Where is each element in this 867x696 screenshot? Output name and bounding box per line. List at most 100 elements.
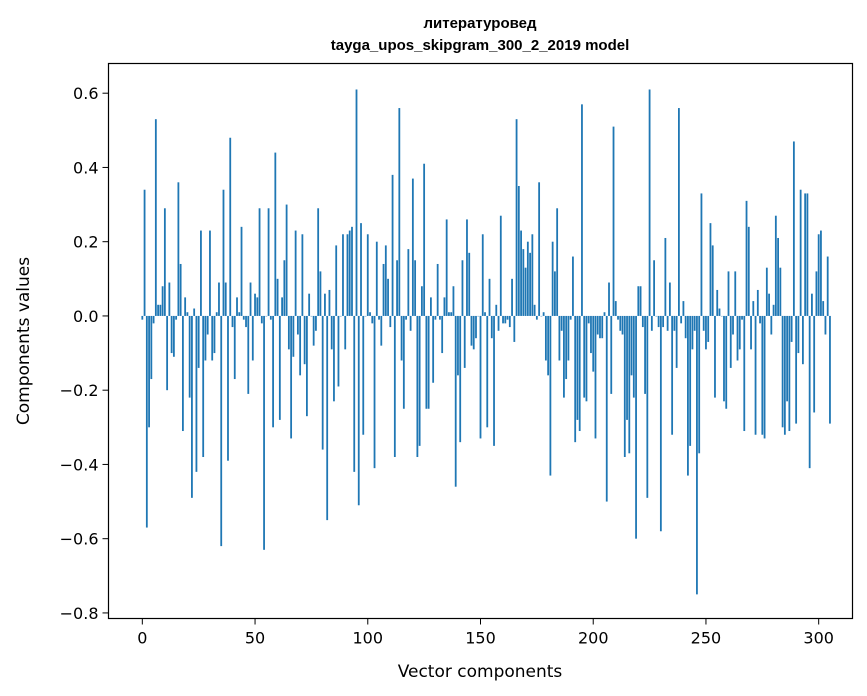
bar [457,315,459,376]
bar [294,230,297,316]
bar [741,315,743,320]
bar [639,286,642,316]
bar [258,208,261,316]
bar [459,315,462,443]
bar [400,315,403,361]
bar [416,315,419,458]
bar [752,301,755,316]
bar [168,282,171,316]
bar [317,208,320,316]
bar [236,297,238,316]
bar [702,315,705,331]
bar [603,312,606,316]
bar [592,315,595,372]
bar [274,152,277,316]
bar [272,315,274,428]
bar [689,315,692,446]
bar [644,315,646,394]
bar [802,315,804,365]
bar [711,245,714,316]
x-tick-label: 0 [137,629,147,648]
bar [163,208,166,316]
bar [321,315,324,450]
bar [209,230,211,316]
bar [434,315,437,320]
bar [382,263,385,316]
bar [328,289,331,316]
bar [750,315,752,350]
bar [193,308,196,316]
bar [511,278,513,316]
bar [267,208,270,316]
bar [242,315,245,320]
bar [490,315,493,339]
bar [497,315,500,331]
bar [513,315,516,342]
bar [481,234,484,316]
bar [626,315,628,420]
bar [630,315,633,376]
bar [650,315,653,331]
bar [486,315,489,428]
bar [326,315,329,521]
bar [292,315,295,357]
bar [659,315,662,532]
bar [646,315,649,498]
bar [195,315,198,472]
bar [648,89,651,316]
bar [423,163,426,316]
bar [747,226,750,316]
x-tick-label: 250 [691,629,722,648]
bar [792,141,795,316]
bar [682,301,685,316]
bar [202,315,205,458]
bar [229,137,232,316]
bar [245,315,247,328]
bar [324,293,326,316]
bar [759,315,761,324]
chart-title: литературовед [423,15,536,32]
bar [583,315,586,398]
bar [632,315,635,398]
bar [287,315,290,350]
bar [635,315,637,539]
bar [763,315,766,439]
bar [549,315,552,476]
bar [531,234,534,316]
bar [373,315,376,469]
bar [281,297,283,316]
bar [795,315,798,424]
bar [594,315,597,439]
bar [184,297,187,316]
bar [425,315,428,409]
bar [371,315,374,324]
bar [238,312,241,316]
bar [788,315,791,432]
bar [396,260,398,316]
bar [303,315,306,365]
bar [306,315,308,417]
bar [251,315,254,361]
x-axis: 0 50 100 150 200 250 300 [137,618,834,648]
bar [596,315,599,335]
bar [299,315,302,376]
bar [623,315,626,458]
bar [508,315,511,328]
bar [666,315,669,331]
bar [445,219,448,316]
bar [817,234,820,316]
bar [772,304,775,316]
y-axis-label: Components values [14,257,34,425]
bar [612,126,615,316]
x-tick-label: 300 [803,629,834,648]
bar [614,301,617,316]
bar [330,315,333,350]
y-tick-label: −0.6 [60,530,99,549]
bar [729,315,732,368]
bar [804,193,807,316]
bar [398,108,401,316]
bar [468,252,471,316]
bar [186,312,189,316]
bar [779,267,782,316]
y-tick-label: −0.4 [60,455,99,474]
